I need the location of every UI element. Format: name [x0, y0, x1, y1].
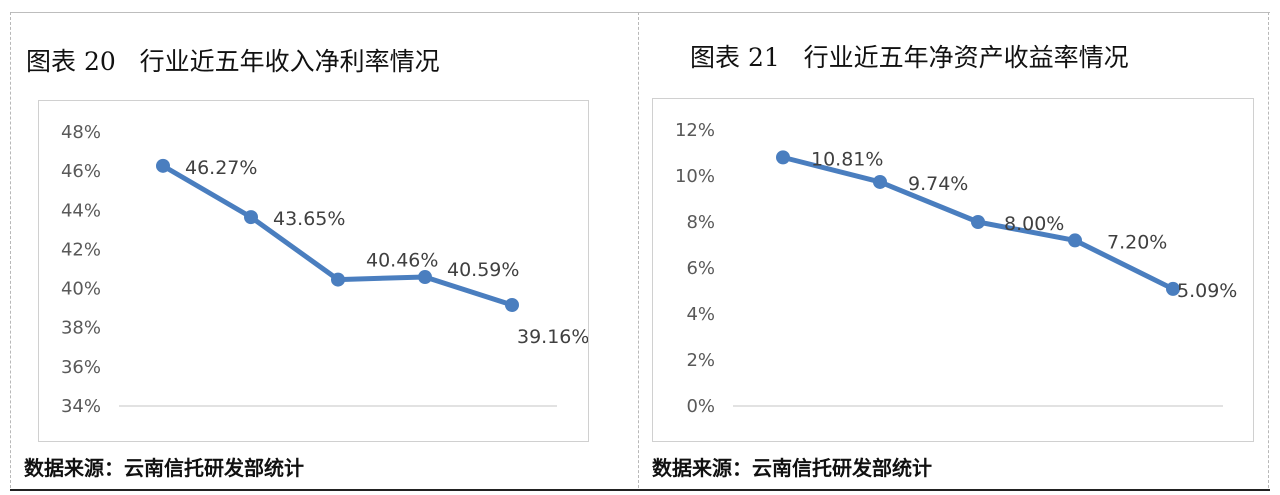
- right-border: [1268, 12, 1269, 488]
- left-data-label: 39.16%: [517, 326, 588, 348]
- left-plot-area: 48% 46% 44% 42% 40% 38% 36% 34% 46.27% 43.65% 40.4…: [38, 100, 589, 442]
- right-data-label: 10.81%: [811, 148, 883, 170]
- left-ytick-label: 42%: [61, 239, 101, 260]
- left-source-note: 数据来源：云南信托研发部统计: [24, 456, 304, 480]
- left-ytick-label: 40%: [61, 279, 101, 300]
- left-ytick-label: 46%: [61, 161, 101, 182]
- left-data-point: [156, 158, 170, 173]
- right-data-point: [971, 215, 985, 229]
- right-data-label: 7.20%: [1107, 231, 1167, 253]
- left-data-label: 43.65%: [273, 208, 345, 230]
- left-ytick-label: 38%: [61, 318, 101, 339]
- left-data-point: [505, 298, 519, 313]
- right-data-label: 5.09%: [1177, 280, 1237, 302]
- left-data-label: 40.59%: [447, 259, 519, 281]
- right-source-note: 数据来源：云南信托研发部统计: [652, 456, 932, 480]
- right-line-chart: 12% 10% 8% 6% 4% 2% 0% 10.81% 9.74% 8.00% 7.20% 5.0…: [675, 120, 1237, 417]
- left-ytick-label: 36%: [61, 357, 101, 378]
- right-ytick-label: 2%: [686, 350, 715, 371]
- left-border: [10, 12, 11, 488]
- right-ytick-label: 10%: [675, 166, 715, 187]
- left-ytick-label: 48%: [61, 122, 101, 143]
- right-chart-title: 图表 21 行业近五年净资产收益率情况: [690, 43, 1129, 72]
- right-ytick-label: 0%: [686, 396, 715, 417]
- right-data-label: 8.00%: [1004, 213, 1064, 235]
- left-data-point: [244, 210, 258, 225]
- figure-frame: [10, 12, 1270, 491]
- right-data-point: [873, 174, 887, 189]
- right-data-point: [1068, 233, 1082, 248]
- right-data-label: 9.74%: [908, 173, 968, 195]
- left-chart-title: 图表 20 行业近五年收入净利率情况: [26, 47, 440, 76]
- right-ytick-label: 6%: [686, 258, 715, 279]
- right-data-point: [776, 150, 790, 165]
- left-ytick-label: 34%: [61, 396, 101, 417]
- left-data-label: 40.46%: [366, 250, 438, 272]
- right-ytick-label: 8%: [686, 212, 715, 233]
- left-data-point: [418, 270, 432, 285]
- right-ytick-label: 12%: [675, 120, 715, 141]
- left-ytick-label: 44%: [61, 200, 101, 221]
- right-ytick-label: 4%: [686, 304, 715, 325]
- panel-divider: [638, 12, 639, 488]
- left-data-point: [331, 272, 345, 287]
- left-line-chart: 48% 46% 44% 42% 40% 38% 36% 34% 46.27% 43.65% 40.4…: [61, 122, 589, 417]
- right-plot-area: 12% 10% 8% 6% 4% 2% 0% 10.81% 9.74% 8.00% 7.20% 5.0…: [652, 98, 1254, 442]
- left-data-label: 46.27%: [185, 157, 257, 179]
- right-data-point: [1166, 281, 1180, 296]
